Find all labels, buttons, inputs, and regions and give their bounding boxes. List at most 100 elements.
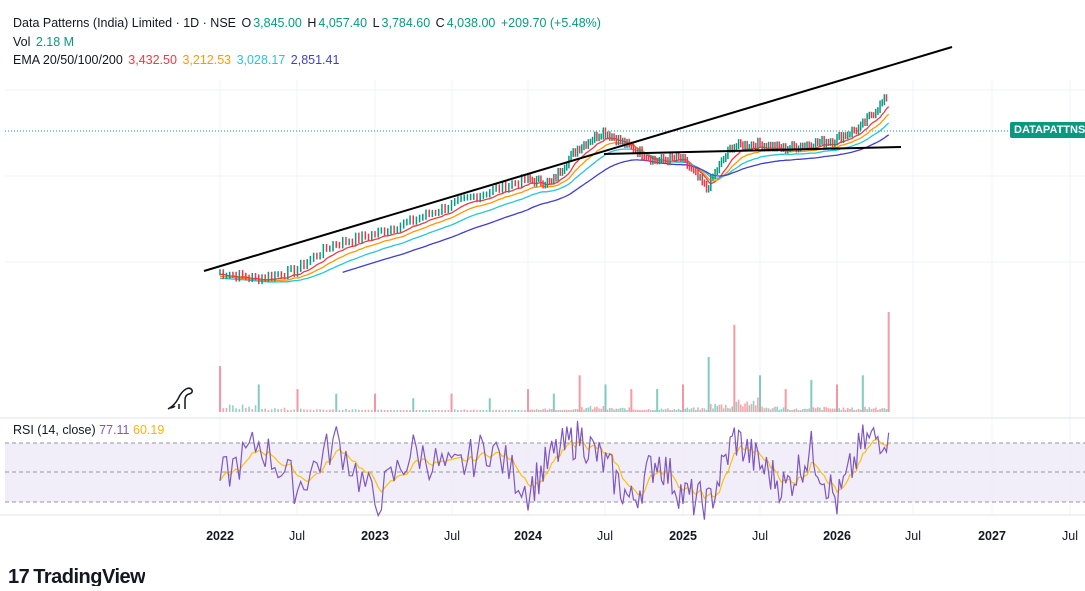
tradingview-logo[interactable]: 17 TradingView <box>8 566 145 586</box>
volume-bar <box>222 408 225 412</box>
volume-bar <box>228 404 231 412</box>
volume-bar <box>682 384 684 412</box>
volume-bar <box>707 356 710 412</box>
volume-bar <box>463 409 466 412</box>
volume-bar <box>885 408 888 412</box>
volume-bar <box>660 408 663 412</box>
volume-bar <box>780 408 783 412</box>
close-value: 4,038.00 <box>446 16 496 30</box>
volume-bar <box>849 409 851 412</box>
volume-bar <box>348 410 350 412</box>
change-value: +209.70 (+5.48%) <box>500 16 601 30</box>
volume-bar <box>742 406 744 412</box>
volume-bar <box>354 409 357 412</box>
volume-bar <box>658 410 661 412</box>
volume-bar <box>664 409 667 412</box>
volume-bar <box>332 409 334 412</box>
volume-bar <box>589 405 592 412</box>
rsi-value: 77.11 <box>99 423 130 437</box>
volume-bar <box>868 407 871 412</box>
volume-bar <box>879 408 881 412</box>
volume-bar <box>615 408 618 412</box>
volume-bar <box>479 410 481 412</box>
volume-bar <box>485 410 488 412</box>
volume-bar <box>712 408 714 412</box>
volume-bar <box>838 408 840 412</box>
volume-bar <box>555 410 557 412</box>
volume-bar <box>415 410 418 412</box>
volume-bar <box>544 408 547 412</box>
volume-bar <box>697 407 699 412</box>
volume-bar <box>296 389 299 412</box>
volume-bar <box>267 410 270 412</box>
volume-bar <box>501 410 504 412</box>
x-axis-tick-label: 2026 <box>823 529 851 543</box>
volume-bar <box>561 410 564 412</box>
volume-bar <box>572 409 575 412</box>
volume-label: Vol <box>13 35 31 49</box>
close-label: C <box>435 16 445 30</box>
ema-legend[interactable]: EMA 20/50/100/200 3,432.50 3,212.53 3,02… <box>13 51 341 69</box>
volume-bar <box>219 366 221 412</box>
volume-bar <box>684 408 686 412</box>
volume-bar <box>649 410 652 412</box>
volume-bar <box>602 405 605 412</box>
rsi-legend[interactable]: RSI (14, close) 77.11 60.19 <box>13 421 164 439</box>
volume-bar <box>270 409 273 412</box>
volume-bar <box>752 400 755 412</box>
volume-bar <box>866 409 868 412</box>
volume-bar <box>345 408 347 412</box>
volume-bar <box>675 410 678 412</box>
volume-bar <box>241 404 244 412</box>
volume-bar <box>797 410 800 412</box>
volume-bar <box>399 410 402 412</box>
volume-bar <box>274 408 276 412</box>
volume-bar <box>425 409 427 412</box>
volume-bar <box>710 403 712 412</box>
volume-bar <box>550 409 553 412</box>
volume-bar <box>393 409 395 412</box>
ema20-value: 3,432.50 <box>128 53 177 67</box>
symbol-title[interactable]: Data Patterns (India) Limited · 1D · NSE <box>13 16 236 30</box>
volume-bar <box>261 408 263 412</box>
volume-bar <box>641 410 643 412</box>
volume-bar <box>396 409 399 412</box>
volume-bar <box>667 408 669 412</box>
volume-bar <box>769 409 772 412</box>
ema-label: EMA 20/50/100/200 <box>13 53 123 67</box>
volume-bar <box>422 410 424 412</box>
rsi-line <box>219 420 890 520</box>
volume-bar <box>662 409 665 412</box>
x-axis-tick-label: 2023 <box>361 529 389 543</box>
open-value: 3,845.00 <box>253 16 302 30</box>
volume-legend[interactable]: Vol 2.18 M <box>13 33 76 51</box>
volume-bar <box>303 409 305 412</box>
volume-bar <box>583 409 585 412</box>
volume-bar <box>466 410 469 412</box>
volume-bar <box>600 408 602 412</box>
volume-bar <box>881 408 884 412</box>
volume-bar <box>767 408 770 412</box>
volume-bar <box>585 407 587 412</box>
volume-bar <box>563 409 566 412</box>
x-axis-tick-label: Jul <box>597 529 613 543</box>
volume-bar <box>636 409 639 412</box>
volume-bar <box>748 405 751 412</box>
volume-bar <box>495 409 497 412</box>
tradingview-wordmark: TradingView <box>33 566 146 586</box>
volume-bar <box>720 404 723 412</box>
volume-bar <box>799 410 802 412</box>
volume-bar <box>744 403 746 412</box>
volume-bar <box>511 410 513 412</box>
volume-bar <box>370 410 373 412</box>
volume-bar <box>587 407 590 412</box>
volume-bar <box>578 375 581 412</box>
volume-bar <box>821 410 823 412</box>
volume-bar <box>559 410 562 412</box>
volume-bar <box>844 410 847 412</box>
volume-bar <box>238 408 241 412</box>
volume-bar <box>531 409 534 412</box>
x-axis-tick-label: 2022 <box>206 529 234 543</box>
